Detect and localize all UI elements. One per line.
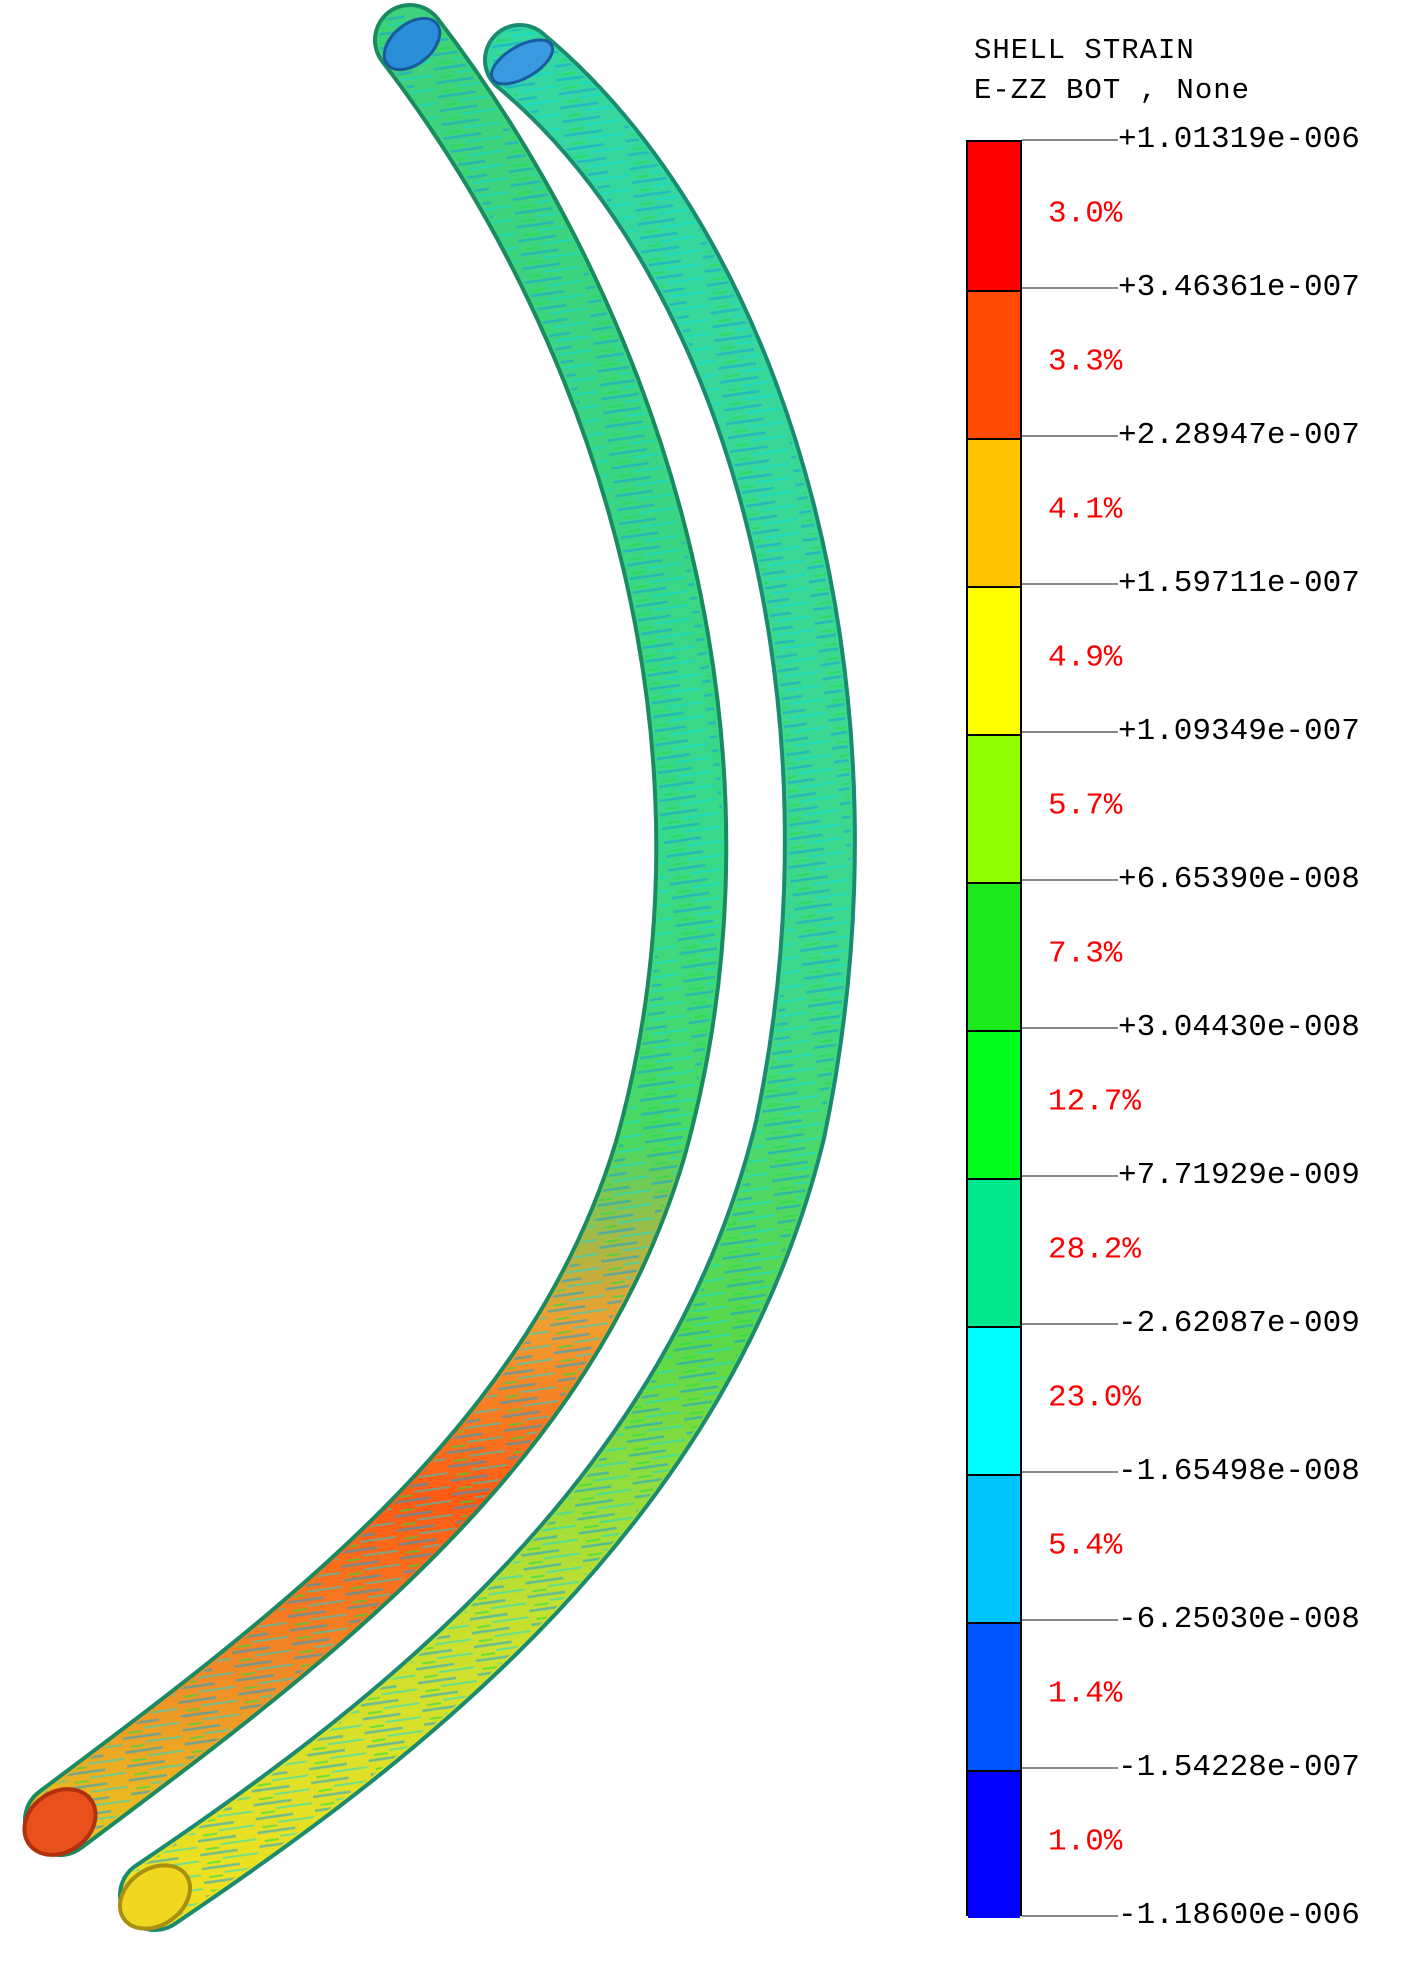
legend-tick-line	[1022, 879, 1118, 881]
legend-tick-line	[1022, 1027, 1118, 1029]
legend-title-line1: SHELL STRAIN	[974, 34, 1195, 67]
legend-tick-line	[1022, 139, 1118, 141]
legend-band	[968, 142, 1020, 290]
legend-tick-label: +1.01319e-006	[1118, 121, 1360, 157]
legend-tick-line	[1022, 1619, 1118, 1621]
legend-band	[968, 1474, 1020, 1622]
legend-tick-label: +1.09349e-007	[1118, 713, 1360, 749]
legend-tick-label: +1.59711e-007	[1118, 565, 1360, 601]
legend-tick-label: -1.18600e-006	[1118, 1897, 1360, 1933]
legend-tick-line	[1022, 1767, 1118, 1769]
legend-band-percent: 23.0%	[1048, 1380, 1142, 1416]
legend-band	[968, 290, 1020, 438]
color-legend-bar	[966, 140, 1022, 1918]
legend-band-percent: 5.7%	[1048, 788, 1123, 824]
legend-tick-line	[1022, 1471, 1118, 1473]
legend-band-percent: 5.4%	[1048, 1528, 1123, 1564]
legend-tick-line	[1022, 287, 1118, 289]
legend-tick-label: +7.71929e-009	[1118, 1157, 1360, 1193]
legend-band-percent: 4.9%	[1048, 640, 1123, 676]
legend-band	[968, 438, 1020, 586]
legend-tick-line	[1022, 1175, 1118, 1177]
legend-band	[968, 586, 1020, 734]
right-tube	[117, 23, 857, 1932]
legend-tick-label: +3.04430e-008	[1118, 1009, 1360, 1045]
left-tube	[22, 3, 729, 1857]
legend-tick-label: -6.25030e-008	[1118, 1601, 1360, 1637]
legend-tick-line	[1022, 435, 1118, 437]
legend-band-percent: 12.7%	[1048, 1084, 1142, 1120]
left-tube-bottom-opening	[22, 1787, 98, 1857]
legend-band	[968, 1178, 1020, 1326]
legend-tick-label: -1.54228e-007	[1118, 1749, 1360, 1785]
legend-title-line2: E-ZZ BOT , None	[974, 74, 1251, 107]
legend-tick-label: +2.28947e-007	[1118, 417, 1360, 453]
legend-band	[968, 1030, 1020, 1178]
legend-tick-label: +6.65390e-008	[1118, 861, 1360, 897]
legend-band-percent: 4.1%	[1048, 492, 1123, 528]
legend-band-percent: 7.3%	[1048, 936, 1123, 972]
right-tube-bottom-opening	[117, 1863, 193, 1931]
legend-band-percent: 28.2%	[1048, 1232, 1142, 1268]
legend-band	[968, 882, 1020, 1030]
legend-tick-label: -2.62087e-009	[1118, 1305, 1360, 1341]
legend-tick-line	[1022, 583, 1118, 585]
legend-band-percent: 3.3%	[1048, 344, 1123, 380]
legend-tick-label: -1.65498e-008	[1118, 1453, 1360, 1489]
legend-band	[968, 1622, 1020, 1770]
legend-band	[968, 734, 1020, 882]
legend-band	[968, 1770, 1020, 1918]
legend-band-percent: 1.4%	[1048, 1676, 1123, 1712]
legend-band-percent: 3.0%	[1048, 196, 1123, 232]
right-tube-top-opening	[489, 38, 555, 86]
legend-tick-line	[1022, 1915, 1118, 1917]
legend-tick-label: +3.46361e-007	[1118, 269, 1360, 305]
legend-band-percent: 1.0%	[1048, 1824, 1123, 1860]
legend-tick-line	[1022, 1323, 1118, 1325]
legend-band	[968, 1326, 1020, 1474]
legend-tick-line	[1022, 731, 1118, 733]
left-tube-top-opening	[382, 16, 442, 72]
